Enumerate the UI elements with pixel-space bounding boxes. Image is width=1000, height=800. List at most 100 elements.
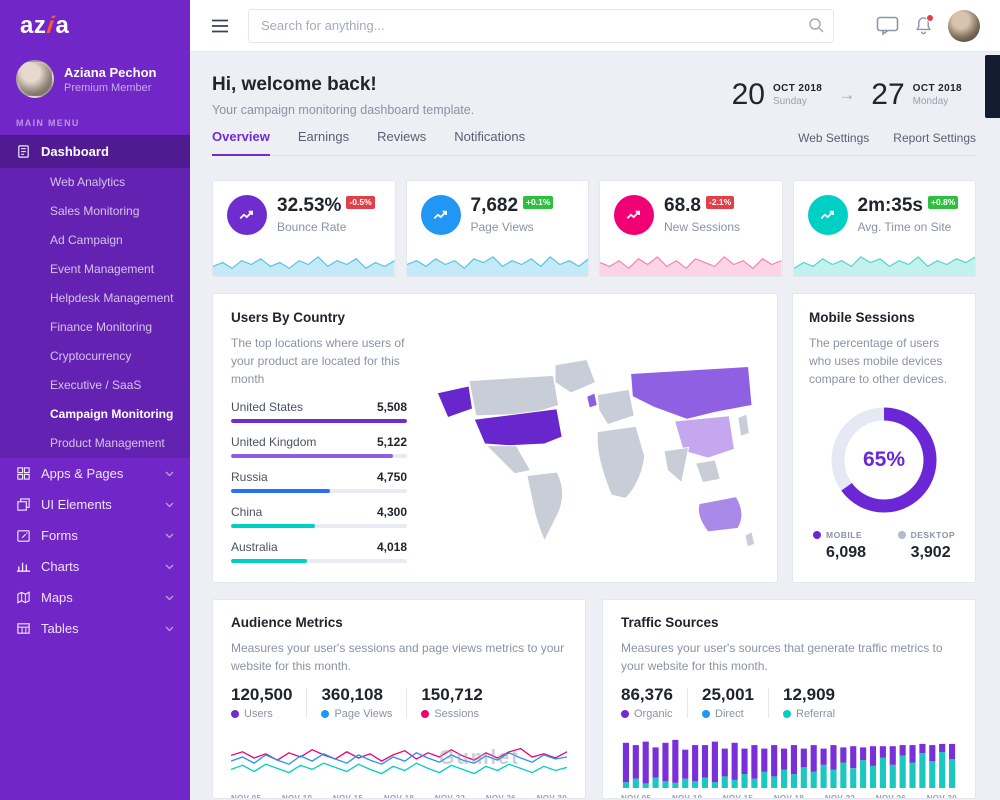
country-row-china[interactable]: China 4,300 — [231, 505, 407, 528]
country-name: United States — [231, 400, 304, 414]
dashboard-menu-group: Dashboard Web Analytics Sales Monitoring A… — [0, 135, 190, 458]
x-axis-label: NOV 10 — [671, 794, 703, 799]
metric-page-views: 360,108 Page Views — [321, 685, 392, 720]
metric-value: 150,712 — [421, 685, 483, 704]
x-axis-label: NOV 26 — [875, 794, 907, 799]
country-row-russia[interactable]: Russia 4,750 — [231, 470, 407, 493]
sidebar-user[interactable]: Aziana Pechon Premium Member — [0, 52, 190, 110]
x-axis-label: NOV 05 — [621, 794, 652, 799]
notifications-icon[interactable] — [915, 14, 934, 35]
x-axis-label: NOV 22 — [824, 794, 856, 799]
sidebar-subitem-campaign-monitoring[interactable]: Campaign Monitoring — [50, 407, 174, 421]
stat-change-badge: -2.1% — [705, 196, 735, 209]
date-to-month: OCT 2018 — [912, 82, 962, 94]
metric-direct: 25,001 Direct — [702, 685, 754, 720]
legend-dot — [621, 710, 629, 718]
tables-icon — [16, 621, 31, 636]
date-from-month: OCT 2018 — [772, 82, 823, 94]
metric-label: Sessions — [421, 708, 482, 720]
sidebar-item-apps-pages[interactable]: Apps & Pages — [0, 458, 190, 489]
legend-dot — [702, 710, 710, 718]
card-description: The percentage of users who uses mobile … — [809, 336, 948, 386]
metric-users: 120,500 Users — [231, 685, 292, 720]
date-range-picker[interactable]: 20 OCT 2018 Sunday → 27 OCT 2018 Monday — [732, 78, 976, 112]
stat-value: 68.8 -2.1% — [664, 195, 740, 217]
link-report-settings[interactable]: Report Settings — [893, 131, 976, 145]
sidebar-item-forms[interactable]: Forms — [0, 520, 190, 551]
legend-label: MOBILE — [826, 530, 863, 540]
divider — [406, 687, 408, 718]
date-to-day: 27 — [871, 78, 905, 111]
sidebar-item-label: UI Elements — [41, 497, 112, 512]
menu-toggle-icon[interactable] — [210, 18, 230, 34]
messages-icon[interactable] — [876, 16, 899, 35]
sidebar-item-charts[interactable]: Charts — [0, 551, 190, 582]
traffic-x-axis: NOV 05 NOV 10 NOV 15 NOV 18 NOV 22 NOV 26 NOV … — [621, 794, 957, 799]
link-web-settings[interactable]: Web Settings — [798, 131, 870, 145]
country-progress-bar — [231, 489, 407, 493]
traffic-chart — [621, 726, 957, 788]
logo-text-2: a — [55, 12, 70, 39]
user-role: Premium Member — [64, 81, 152, 94]
x-axis-label: NOV 10 — [281, 794, 313, 799]
page-title: Hi, welcome back! — [212, 74, 377, 95]
sidebar-menu: Apps & Pages UI Elements Forms Charts Maps Ta… — [0, 458, 190, 644]
sidebar-item-maps[interactable]: Maps — [0, 582, 190, 613]
stat-card-new-sessions: 68.8 -2.1% New Sessions — [599, 180, 783, 277]
country-value: 4,750 — [376, 470, 407, 484]
stat-change-badge: +0.8% — [928, 196, 959, 209]
metric-value: 120,500 — [231, 685, 293, 704]
legend-dot — [231, 710, 239, 718]
country-value: 5,122 — [376, 435, 407, 449]
search-icon[interactable] — [808, 17, 825, 34]
metric-sessions: 150,712 Sessions — [421, 685, 483, 720]
sidebar-subitem-executive-saas[interactable]: Executive / SaaS — [50, 378, 142, 392]
tab-notifications[interactable]: Notifications — [454, 129, 526, 144]
tab-earnings[interactable]: Earnings — [297, 129, 350, 144]
sparkline-chart — [793, 250, 975, 276]
card-title: Mobile Sessions — [809, 310, 915, 325]
traffic-sources-card: Traffic Sources Measures your user's sou… — [602, 599, 976, 799]
sidebar-item-tables[interactable]: Tables — [0, 613, 190, 644]
country-list: United States 5,508 United Kingdom 5,122 R… — [231, 400, 407, 563]
search-input[interactable] — [248, 8, 834, 43]
menu-section-label: MAIN MENU — [16, 118, 80, 128]
sidebar-item-label: Charts — [41, 559, 80, 574]
metric-value: 86,376 — [621, 685, 673, 704]
sidebar-subitem-web-analytics[interactable]: Web Analytics — [50, 175, 126, 189]
sidebar-subitem-finance-monitoring[interactable]: Finance Monitoring — [50, 320, 153, 334]
x-axis-label: NOV 15 — [332, 794, 364, 799]
stat-value: 2m:35s +0.8% — [858, 195, 959, 217]
tab-overview[interactable]: Overview — [212, 129, 270, 156]
sidebar-subitem-event-management[interactable]: Event Management — [50, 262, 155, 276]
sidebar-subitem-product-management[interactable]: Product Management — [50, 436, 165, 450]
stat-change-badge: +0.1% — [523, 196, 554, 209]
date-from-weekday: Sunday — [772, 96, 807, 107]
sidebar-avatar[interactable] — [16, 60, 54, 98]
sidebar-item-ui-elements[interactable]: UI Elements — [0, 489, 190, 520]
user-avatar[interactable] — [948, 9, 980, 42]
country-row-australia[interactable]: Australia 4,018 — [231, 540, 407, 563]
traffic-bar-chart — [622, 739, 956, 788]
card-title: Traffic Sources — [621, 615, 719, 630]
app-logo[interactable]: az i a — [0, 0, 190, 52]
settings-drawer-handle[interactable] — [985, 55, 1000, 118]
sidebar-subitem-helpdesk-management[interactable]: Helpdesk Management — [50, 291, 174, 305]
topbar-actions — [876, 9, 980, 42]
stat-card-bounce-rate: 32.53% -0.5% Bounce Rate — [212, 180, 396, 277]
country-row-united-kingdom[interactable]: United Kingdom 5,122 — [231, 435, 407, 458]
sidebar-subitem-cryptocurrency[interactable]: Cryptocurrency — [50, 349, 132, 363]
sidebar-subitem-sales-monitoring[interactable]: Sales Monitoring — [50, 204, 140, 218]
audience-chart — [231, 726, 567, 788]
user-name: Aziana Pechon — [64, 64, 157, 80]
world-map-chart — [436, 359, 756, 548]
sidebar-item-dashboard[interactable]: Dashboard — [0, 135, 190, 168]
sidebar: az i a Aziana Pechon Premium Member MAIN M… — [0, 0, 190, 800]
header-links: Web Settings Report Settings — [798, 131, 976, 155]
metric-value: 12,909 — [783, 685, 835, 704]
sidebar-subitem-ad-campaign[interactable]: Ad Campaign — [50, 233, 123, 247]
metric-label: Page Views — [321, 708, 392, 720]
tab-reviews[interactable]: Reviews — [377, 129, 427, 144]
country-row-united-states[interactable]: United States 5,508 — [231, 400, 407, 423]
legend-dot — [783, 710, 791, 718]
